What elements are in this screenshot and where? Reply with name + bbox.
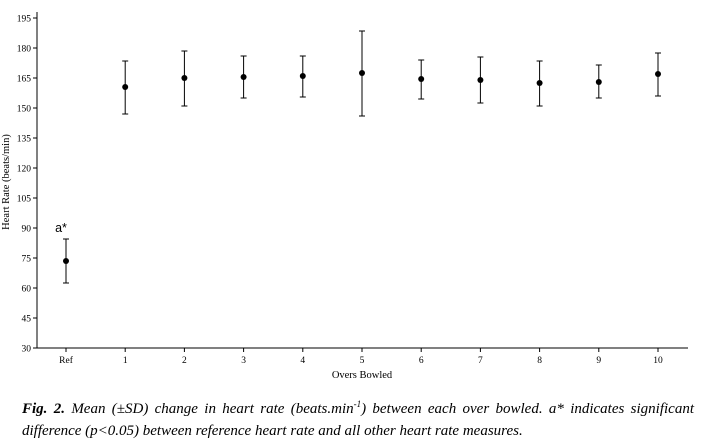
data-point <box>595 79 602 85</box>
data-point <box>418 76 425 82</box>
y-tick-label: 105 <box>17 195 32 205</box>
x-tick-label: Ref <box>59 355 74 366</box>
x-axis-ticks: Ref 1 2 3 4 5 6 7 8 9 10 <box>59 348 663 366</box>
figure-label: Fig. 2. <box>22 401 65 417</box>
x-axis-title: Overs Bowled <box>332 370 393 381</box>
caption-superscript: -1 <box>353 399 362 409</box>
data-point <box>181 75 188 81</box>
data-point <box>299 73 306 79</box>
data-point <box>240 74 247 80</box>
caption-text-1: Mean (±SD) change in heart rate (beats.m… <box>65 401 354 417</box>
x-tick-label: 2 <box>182 356 187 366</box>
y-tick-label: 60 <box>22 285 32 295</box>
caption-text-2: ) between each over bowled. a* indicates… <box>22 401 694 439</box>
x-tick-label: 8 <box>537 356 542 366</box>
y-tick-label: 30 <box>22 345 32 355</box>
data-series <box>63 30 661 284</box>
y-tick-label: 120 <box>17 165 32 175</box>
x-tick-label: 6 <box>419 356 424 366</box>
annotations: a* <box>55 221 67 235</box>
y-tick-label: 135 <box>17 135 32 145</box>
y-tick-label: 150 <box>17 105 32 115</box>
data-point <box>122 84 129 90</box>
significance-annotation: a* <box>55 221 67 235</box>
x-tick-label: 9 <box>596 356 601 366</box>
figure-caption: Fig. 2. Mean (±SD) change in heart rate … <box>22 398 694 442</box>
y-axis-ticks: 30 45 60 75 90 105 120 135 150 165 180 195 <box>17 15 37 355</box>
data-point <box>359 70 365 76</box>
y-tick-label: 195 <box>17 15 32 25</box>
x-tick-label: 10 <box>653 356 663 366</box>
x-tick-label: 5 <box>360 356 365 366</box>
data-point <box>655 71 661 77</box>
x-tick-label: 1 <box>123 356 128 366</box>
y-tick-label: 180 <box>17 45 32 55</box>
y-tick-label: 45 <box>22 315 32 325</box>
data-point <box>477 77 484 83</box>
y-tick-label: 75 <box>22 255 32 265</box>
x-tick-label: 4 <box>300 356 305 366</box>
data-point <box>63 258 69 264</box>
x-tick-label: 3 <box>241 356 246 366</box>
data-point <box>536 80 543 86</box>
y-axis-title: Heart Rate (beats/min) <box>1 134 12 230</box>
y-tick-label: 90 <box>22 225 32 235</box>
y-tick-label: 165 <box>17 75 32 85</box>
x-tick-label: 7 <box>478 356 483 366</box>
